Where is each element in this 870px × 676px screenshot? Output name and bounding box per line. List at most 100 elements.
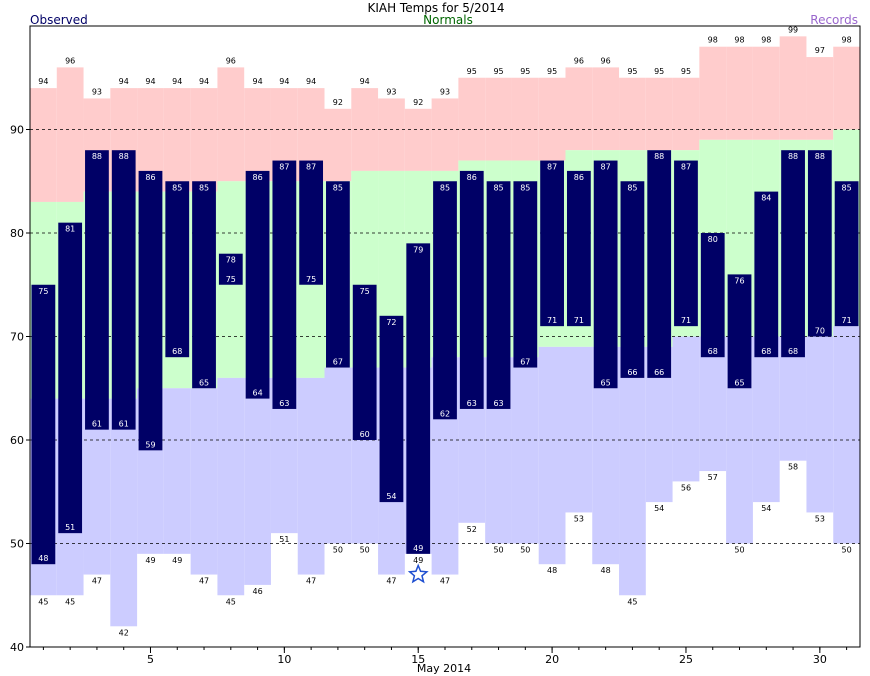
observed-bar: [31, 284, 56, 565]
observed-high-label: 88: [788, 152, 798, 161]
record-high-band: [324, 108, 352, 182]
record-low-label: 51: [279, 535, 289, 544]
y-tick-label: 90: [10, 124, 24, 137]
record-low-label: 42: [119, 628, 129, 637]
observed-low-label: 59: [145, 440, 155, 449]
record-low-label: 52: [467, 525, 477, 534]
record-low-band: [752, 336, 780, 503]
observed-bar: [58, 222, 83, 534]
observed-bars: [31, 150, 859, 565]
record-low-label: 47: [92, 577, 102, 586]
record-high-band: [244, 88, 271, 182]
observed-bar: [647, 150, 672, 378]
observed-low-label: 61: [119, 420, 129, 429]
observed-low-label: 66: [654, 368, 664, 377]
observed-bar: [540, 160, 564, 327]
record-low-label: 54: [654, 504, 664, 513]
record-low-label: 47: [440, 577, 450, 586]
observed-high-label: 81: [65, 225, 75, 234]
record-low-label: 49: [145, 556, 155, 565]
observed-high-label: 86: [574, 173, 584, 182]
record-high-band: [726, 46, 753, 140]
record-high-band: [779, 36, 807, 140]
observed-bar: [379, 315, 404, 503]
x-tick-label: 15: [411, 653, 425, 666]
observed-high-label: 85: [440, 183, 450, 192]
record-low-label: 50: [734, 546, 744, 555]
observed-low-label: 70: [815, 327, 825, 336]
observed-low-label: 49: [413, 544, 423, 553]
observed-low-label: 71: [842, 316, 852, 325]
observed-low-label: 51: [65, 523, 75, 532]
record-high-band: [833, 46, 860, 130]
y-tick-label: 80: [10, 227, 24, 240]
record-low-label: 49: [172, 556, 182, 565]
observed-low-label: 71: [547, 316, 557, 325]
observed-high-label: 86: [145, 173, 155, 182]
record-high-label: 94: [306, 77, 316, 86]
record-high-band: [752, 46, 780, 140]
record-low-label: 50: [333, 546, 343, 555]
record-high-band: [619, 77, 646, 151]
observed-bar: [700, 233, 725, 358]
observed-high-label: 87: [547, 163, 557, 172]
x-tick-label: 20: [545, 653, 559, 666]
record-high-band: [538, 77, 566, 161]
record-high-band: [56, 67, 84, 202]
value-labels: 75 48 94 45 81 51 96 45 88 61 93 47 88 61 94 42 86 59 94 49…: [38, 25, 851, 637]
record-high-band: [565, 67, 593, 151]
observed-low-label: 65: [199, 378, 209, 387]
y-tick-label: 70: [10, 331, 24, 344]
observed-low-label: 65: [601, 378, 611, 387]
record-low-label: 54: [761, 504, 771, 513]
record-high-band: [163, 88, 191, 192]
observed-high-label: 84: [761, 194, 771, 203]
record-low-label: 45: [226, 597, 236, 606]
record-low-label: 47: [386, 577, 396, 586]
record-high-label: 97: [815, 46, 825, 55]
record-high-band: [190, 88, 218, 192]
record-low-label: 48: [547, 566, 557, 575]
observed-bar: [781, 150, 805, 358]
record-low-label: 48: [601, 566, 611, 575]
observed-low-label: 67: [333, 358, 343, 367]
record-low-band: [699, 336, 727, 472]
record-high-band: [404, 108, 432, 171]
record-high-label: 92: [333, 98, 343, 107]
observed-bar: [406, 243, 431, 554]
observed-high-label: 85: [520, 183, 530, 192]
record-high-label: 93: [386, 87, 396, 96]
observed-bar: [459, 170, 484, 409]
record-low-label: 53: [574, 514, 584, 523]
observed-high-label: 87: [601, 163, 611, 172]
record-high-band: [592, 67, 620, 151]
record-high-label: 94: [199, 77, 209, 86]
observed-bar: [245, 170, 270, 399]
observed-high-label: 88: [92, 152, 102, 161]
record-low-band: [511, 357, 539, 544]
record-low-label: 45: [627, 597, 637, 606]
observed-low-label: 61: [92, 420, 102, 429]
observed-bar: [834, 181, 859, 327]
record-high-label: 94: [38, 77, 48, 86]
observed-low-label: 68: [788, 347, 798, 356]
record-high-band: [30, 88, 57, 202]
record-high-band: [672, 77, 700, 151]
x-tick-label: 25: [679, 653, 693, 666]
y-tick-label: 40: [10, 641, 24, 654]
observed-low-label: 68: [172, 347, 182, 356]
record-high-label: 99: [788, 25, 798, 34]
record-low-label: 50: [493, 546, 503, 555]
record-high-label: 94: [172, 77, 182, 86]
record-low-band: [297, 377, 325, 575]
record-high-label: 95: [493, 67, 503, 76]
record-high-label: 96: [226, 56, 236, 65]
observed-high-label: 76: [734, 276, 744, 285]
record-low-band: [190, 388, 218, 575]
record-high-label: 94: [252, 77, 262, 86]
record-low-band: [163, 388, 191, 554]
observed-low-label: 66: [627, 368, 637, 377]
record-low-band: [806, 336, 834, 513]
observed-high-label: 72: [386, 318, 396, 327]
